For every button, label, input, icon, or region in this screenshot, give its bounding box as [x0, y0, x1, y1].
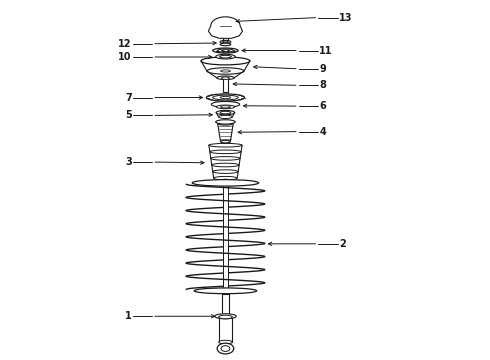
Text: 3: 3 — [125, 157, 132, 167]
Ellipse shape — [218, 49, 233, 52]
Polygon shape — [208, 17, 243, 39]
Ellipse shape — [220, 179, 230, 183]
Ellipse shape — [215, 314, 236, 319]
Text: 9: 9 — [319, 64, 326, 74]
Text: 13: 13 — [339, 13, 352, 23]
Text: 11: 11 — [319, 46, 333, 55]
Ellipse shape — [207, 68, 244, 74]
Ellipse shape — [194, 288, 257, 294]
Ellipse shape — [213, 95, 238, 100]
Ellipse shape — [214, 176, 237, 180]
Ellipse shape — [212, 163, 239, 167]
Text: 12: 12 — [118, 39, 132, 49]
Bar — [223, 184, 228, 293]
Ellipse shape — [220, 40, 231, 44]
Ellipse shape — [216, 105, 235, 109]
Ellipse shape — [222, 41, 228, 43]
Text: 7: 7 — [125, 93, 132, 103]
Polygon shape — [218, 123, 233, 141]
Ellipse shape — [220, 106, 230, 108]
Ellipse shape — [211, 102, 240, 107]
Ellipse shape — [201, 57, 250, 65]
Ellipse shape — [210, 150, 241, 154]
Ellipse shape — [221, 77, 229, 80]
Ellipse shape — [220, 140, 230, 143]
Ellipse shape — [216, 120, 235, 124]
Ellipse shape — [206, 94, 245, 101]
Text: 5: 5 — [125, 111, 132, 121]
Bar — [219, 317, 232, 342]
Ellipse shape — [213, 48, 238, 53]
Ellipse shape — [220, 96, 231, 99]
Bar — [223, 78, 228, 92]
Ellipse shape — [220, 111, 231, 114]
Ellipse shape — [216, 111, 235, 115]
Ellipse shape — [213, 170, 238, 174]
Text: 2: 2 — [339, 239, 345, 249]
Text: 4: 4 — [319, 127, 326, 136]
Text: 10: 10 — [118, 52, 132, 62]
Ellipse shape — [219, 340, 232, 344]
Ellipse shape — [216, 54, 235, 59]
Ellipse shape — [220, 70, 230, 72]
Bar — [221, 294, 229, 316]
Ellipse shape — [209, 143, 242, 147]
Ellipse shape — [221, 346, 230, 351]
Ellipse shape — [219, 115, 232, 118]
Text: 1: 1 — [125, 311, 132, 321]
Ellipse shape — [220, 55, 231, 58]
Ellipse shape — [217, 76, 234, 80]
Ellipse shape — [217, 343, 234, 354]
Ellipse shape — [211, 157, 240, 160]
Ellipse shape — [221, 50, 229, 51]
Text: 8: 8 — [319, 80, 326, 90]
Ellipse shape — [219, 315, 232, 319]
Ellipse shape — [220, 43, 231, 46]
Ellipse shape — [218, 122, 233, 125]
Text: 6: 6 — [319, 101, 326, 111]
Ellipse shape — [192, 180, 259, 186]
